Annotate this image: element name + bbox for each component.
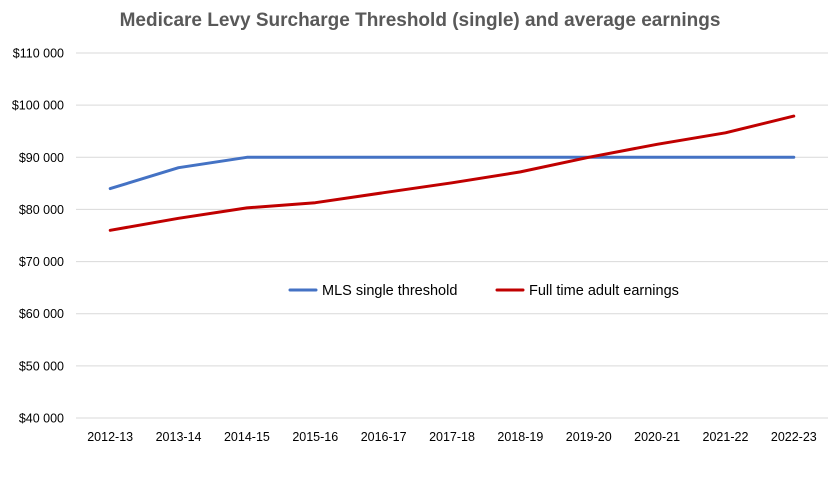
x-tick-label: 2022-23	[771, 430, 817, 444]
gridlines	[76, 52, 828, 419]
series-lines	[108, 114, 796, 232]
legend: MLS single threshold Full time adult earn…	[288, 283, 679, 299]
chart-title: Medicare Levy Surcharge Threshold (singl…	[119, 10, 721, 31]
y-tick-label: $40 000	[19, 412, 64, 426]
x-tick-label: 2020-21	[634, 430, 680, 444]
x-tick-label: 2017-18	[429, 430, 475, 444]
y-tick-label: $80 000	[19, 203, 64, 217]
legend-label: MLS single threshold	[322, 283, 457, 299]
x-tick-label: 2021-22	[703, 430, 749, 444]
x-tick-label: 2014-15	[224, 430, 270, 444]
y-tick-label: $90 000	[19, 151, 64, 165]
series-line-1	[108, 155, 796, 191]
y-tick-label: $100 000	[12, 99, 64, 113]
legend-label: Full time adult earnings	[529, 283, 679, 299]
x-tick-label: 2018-19	[497, 430, 543, 444]
x-tick-label: 2015-16	[292, 430, 338, 444]
axis-labels: $40 000 $50 000 $60 000 $70 000 $80 000 $90 0…	[12, 47, 817, 445]
x-tick-label: 2012-13	[87, 430, 133, 444]
x-tick-label: 2019-20	[566, 430, 612, 444]
x-tick-label: 2016-17	[361, 430, 407, 444]
y-tick-label: $60 000	[19, 307, 64, 321]
y-tick-label: $110 000	[13, 47, 64, 61]
x-tick-label: 2013-14	[156, 430, 202, 444]
series-line-2	[108, 114, 796, 232]
y-tick-label: $50 000	[19, 359, 64, 373]
y-tick-label: $70 000	[19, 255, 64, 269]
